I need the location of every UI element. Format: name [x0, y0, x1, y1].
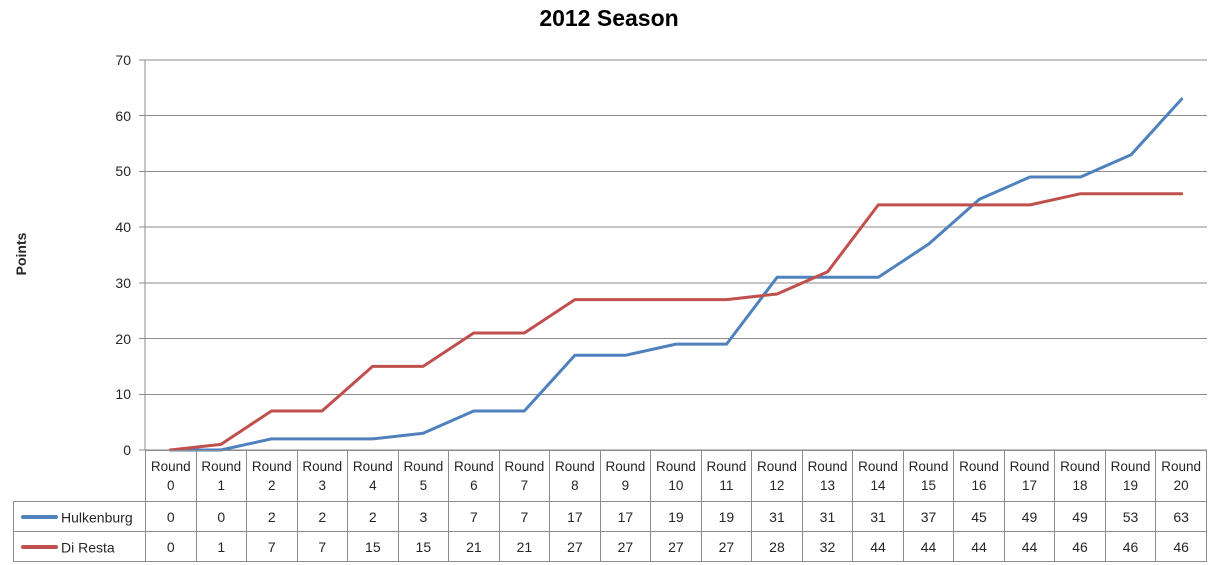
value-cell: 27 — [599, 531, 652, 562]
data-table: Round 0 Round 1 Round 2 Round 3 Round 4 Round 5 Roun… — [13, 450, 1207, 562]
value-cell: 32 — [801, 531, 854, 562]
y-tick-label: 50 — [115, 163, 131, 180]
y-tick-label: 60 — [115, 107, 131, 124]
legend-cell: Hulkenburg — [13, 501, 146, 532]
x-category-header: Round 3 — [296, 450, 349, 502]
value-cell: 19 — [700, 501, 753, 532]
table-row: Hulkenburg 0 0 2 2 2 3 7 7 17 17 19 19 31 31 31 37 45 49 49… — [13, 501, 1207, 532]
x-category-header: Round 6 — [448, 450, 500, 502]
x-category-header: Round 5 — [397, 450, 450, 502]
value-cell: 53 — [1104, 501, 1157, 532]
x-category-header: Round 16 — [953, 450, 1005, 502]
x-category-header: Round 13 — [801, 450, 854, 502]
y-tick-label: 30 — [115, 274, 131, 291]
x-category-header: Round 18 — [1054, 450, 1106, 502]
legend-line-sample — [21, 545, 58, 550]
x-category-header: Round 0 — [145, 450, 197, 502]
value-cell: 27 — [700, 531, 753, 562]
value-cell: 37 — [902, 501, 955, 532]
value-cell: 3 — [397, 501, 450, 532]
series-line-hulkenburg — [168, 97, 1184, 452]
table-header-row: Round 0 Round 1 Round 2 Round 3 Round 4 Round 5 Roun… — [14, 450, 1207, 502]
y-tick-label: 20 — [115, 330, 131, 347]
series-line-di-resta — [168, 192, 1184, 452]
legend-series-name: Di Resta — [61, 539, 115, 556]
value-cell: 46 — [1155, 531, 1207, 562]
x-category-header: Round 14 — [852, 450, 904, 502]
x-category-header: Round 2 — [246, 450, 298, 502]
value-cell: 27 — [650, 531, 702, 562]
value-cell: 17 — [599, 501, 652, 532]
value-cell: 1 — [195, 531, 248, 562]
chart-title: 2012 Season — [539, 5, 679, 31]
x-category-header: Round 9 — [599, 450, 652, 502]
x-category-header: Round 8 — [549, 450, 601, 502]
value-cell: 45 — [953, 501, 1005, 532]
value-cell: 15 — [347, 531, 399, 562]
value-cell: 0 — [145, 531, 197, 562]
value-cell: 46 — [1054, 531, 1106, 562]
y-tick-label: 70 — [115, 52, 131, 68]
value-cell: 21 — [448, 531, 500, 562]
value-cell: 17 — [549, 501, 601, 532]
value-cell: 28 — [751, 531, 803, 562]
value-cell: 44 — [953, 531, 1005, 562]
x-category-header: Round 4 — [347, 450, 399, 502]
value-cell: 19 — [650, 501, 702, 532]
x-category-header: Round 1 — [195, 450, 248, 502]
value-cell: 49 — [1054, 501, 1106, 532]
value-cell: 63 — [1155, 501, 1207, 532]
table-row: Di Resta 0 1 7 7 15 15 21 21 27 27 27 27 28 32 44 44 44 44… — [13, 531, 1207, 562]
value-cell: 2 — [246, 501, 298, 532]
value-cell: 7 — [498, 501, 551, 532]
value-cell: 0 — [195, 501, 248, 532]
value-cell: 31 — [751, 501, 803, 532]
table-corner-cell — [14, 451, 146, 502]
y-axis-tick-labels: 0 10 20 30 40 50 60 70 — [0, 0, 131, 565]
value-cell: 44 — [902, 531, 955, 562]
x-category-header: Round 17 — [1003, 450, 1056, 502]
legend-cell: Di Resta — [13, 531, 146, 562]
x-category-header: Round 7 — [498, 450, 551, 502]
value-cell: 0 — [145, 501, 197, 532]
y-tick-label: 40 — [115, 219, 131, 236]
value-cell: 46 — [1104, 531, 1157, 562]
x-category-header: Round 19 — [1104, 450, 1157, 502]
value-cell: 44 — [852, 531, 904, 562]
value-cell: 21 — [498, 531, 551, 562]
value-cell: 7 — [246, 531, 298, 562]
x-category-header: Round 20 — [1155, 450, 1207, 502]
value-cell: 2 — [347, 501, 399, 532]
value-cell: 15 — [397, 531, 450, 562]
legend-series-name: Hulkenburg — [61, 509, 133, 526]
value-cell: 2 — [296, 501, 349, 532]
x-category-header: Round 11 — [700, 450, 753, 502]
value-cell: 31 — [852, 501, 904, 532]
x-category-header: Round 12 — [751, 450, 803, 502]
value-cell: 49 — [1003, 501, 1056, 532]
value-cell: 27 — [549, 531, 601, 562]
value-cell: 44 — [1003, 531, 1056, 562]
legend-line-sample — [21, 515, 58, 520]
x-category-header: Round 15 — [902, 450, 955, 502]
y-tick-label: 0 — [123, 442, 131, 458]
value-cell: 31 — [801, 501, 854, 532]
value-cell: 7 — [448, 501, 500, 532]
y-tick-label: 10 — [115, 386, 131, 403]
value-cell: 7 — [296, 531, 349, 562]
x-category-header: Round 10 — [650, 450, 702, 502]
